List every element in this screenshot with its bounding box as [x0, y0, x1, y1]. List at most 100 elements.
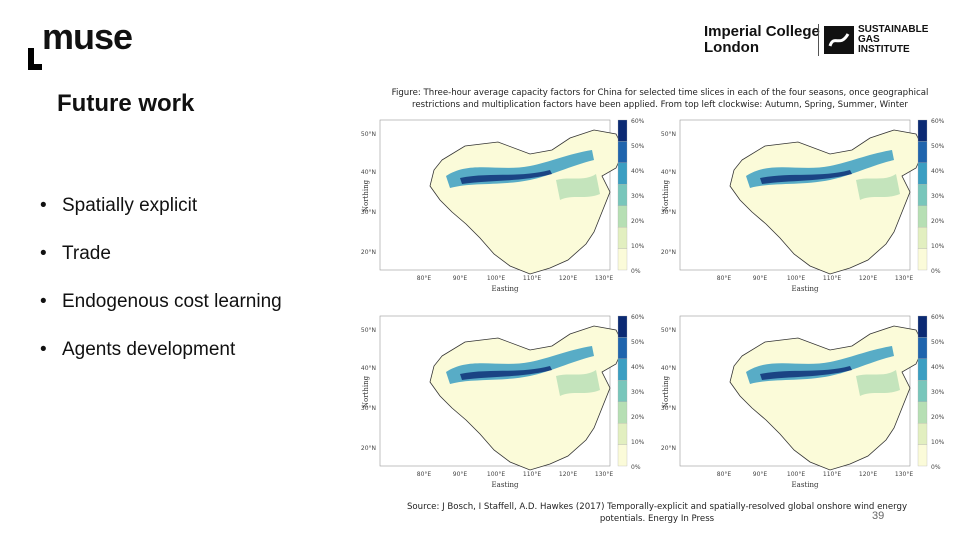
legend-swatch	[917, 358, 928, 381]
lat-tick-label: 40°N	[661, 365, 676, 372]
legend-swatch	[617, 184, 628, 206]
lon-tick-label: 90°E	[753, 471, 768, 478]
legend-tick-label: 60%	[931, 314, 945, 321]
legend-tick-label: 30%	[931, 193, 945, 200]
legend-tick-label: 40%	[931, 364, 945, 371]
lat-tick-label: 30°N	[661, 209, 676, 216]
lat-tick-label: 20°N	[361, 445, 376, 452]
legend-tick-label: 20%	[931, 414, 945, 421]
legend-swatch	[917, 248, 928, 271]
legend-swatch	[617, 380, 628, 402]
legend-tick-label: 10%	[631, 243, 645, 250]
legend-tick-label: 60%	[931, 118, 945, 125]
x-axis-label: Easting	[792, 285, 819, 293]
bullet-item: Spatially explicit	[40, 195, 282, 243]
legend-swatch	[617, 422, 628, 445]
lon-tick-label: 130°E	[595, 471, 613, 478]
legend-tick-label: 40%	[931, 168, 945, 175]
legend-swatch	[917, 315, 928, 338]
lon-tick-label: 120°E	[859, 275, 877, 282]
lon-tick-label: 130°E	[595, 275, 613, 282]
legend-tick-label: 30%	[931, 389, 945, 396]
sgi-logo-line3: INSTITUTE	[858, 44, 910, 55]
peak-wind-band	[460, 366, 552, 380]
lat-tick-label: 20°N	[361, 249, 376, 256]
legend-tick-label: 0%	[631, 464, 641, 471]
lon-tick-label: 100°E	[487, 275, 505, 282]
lon-tick-label: 110°E	[523, 471, 541, 478]
lat-tick-label: 50°N	[361, 131, 376, 138]
lon-tick-label: 90°E	[453, 471, 468, 478]
slide-title: Future work	[57, 90, 195, 117]
bullet-list: Spatially explicit Trade Endogenous cost…	[40, 195, 282, 387]
x-axis-label: Easting	[792, 481, 819, 489]
legend-tick-label: 50%	[931, 339, 945, 346]
lat-tick-label: 40°N	[661, 169, 676, 176]
legend-swatch	[917, 184, 928, 206]
legend-tick-label: 10%	[931, 439, 945, 446]
lat-tick-label: 20°N	[661, 249, 676, 256]
legend-tick-label: 10%	[931, 243, 945, 250]
lon-tick-label: 120°E	[859, 471, 877, 478]
legend-tick-label: 40%	[631, 168, 645, 175]
moderate-wind-patch	[556, 370, 600, 396]
x-axis-label: Easting	[492, 481, 519, 489]
legend-tick-label: 30%	[631, 389, 645, 396]
china-land-shape	[729, 129, 925, 275]
legend-swatch	[617, 337, 628, 360]
sgi-logo-line2: GAS	[858, 34, 880, 45]
lon-tick-label: 100°E	[787, 275, 805, 282]
legend-tick-label: 50%	[631, 143, 645, 150]
lon-tick-label: 120°E	[559, 275, 577, 282]
map-panel-summer: 50°N 40°N 30°N 20°N 80°E 90°E 100°E 110°E 120°E 1…	[660, 312, 960, 490]
lon-tick-label: 80°E	[417, 275, 432, 282]
legend-tick-label: 20%	[631, 218, 645, 225]
legend-tick-label: 20%	[631, 414, 645, 421]
imperial-logo-line1: Imperial College	[704, 23, 820, 40]
legend-tick-label: 50%	[931, 143, 945, 150]
china-land-shape	[429, 129, 625, 275]
lat-tick-label: 20°N	[661, 445, 676, 452]
sgi-flame-icon	[824, 26, 854, 54]
legend-swatch	[617, 401, 628, 424]
sgi-logo-line1: SUSTAINABLE	[858, 24, 929, 35]
lon-tick-label: 90°E	[753, 275, 768, 282]
muse-logo-mark-foot	[28, 64, 42, 70]
china-land-shape	[729, 325, 925, 471]
lon-tick-label: 130°E	[895, 471, 913, 478]
lat-tick-label: 30°N	[361, 405, 376, 412]
bullet-item: Trade	[40, 243, 282, 291]
legend-swatch	[617, 141, 628, 164]
legend-tick-label: 20%	[931, 218, 945, 225]
legend-swatch	[917, 226, 928, 249]
lat-tick-label: 50°N	[361, 327, 376, 334]
sgi-logo: SUSTAINABLE GAS INSTITUTE	[858, 25, 928, 55]
legend-tick-label: 0%	[931, 464, 941, 471]
x-axis-label: Easting	[492, 285, 519, 293]
lon-tick-label: 80°E	[717, 275, 732, 282]
y-axis-label: Northing	[362, 375, 370, 408]
legend-tick-label: 10%	[631, 439, 645, 446]
legend-swatch	[917, 401, 928, 424]
lon-tick-label: 80°E	[417, 471, 432, 478]
lon-tick-label: 100°E	[487, 471, 505, 478]
legend-swatch	[917, 162, 928, 185]
y-axis-label: Northing	[662, 375, 670, 408]
legend-swatch	[917, 205, 928, 228]
lat-tick-label: 30°N	[661, 405, 676, 412]
lat-tick-label: 50°N	[661, 131, 676, 138]
peak-wind-band	[760, 170, 852, 184]
map-panel-winter: 50°N 40°N 30°N 20°N 80°E 90°E 100°E 110°E 120°E 1…	[360, 312, 660, 490]
y-axis-label: Northing	[362, 179, 370, 212]
lat-tick-label: 30°N	[361, 209, 376, 216]
peak-wind-band	[760, 366, 852, 380]
legend-swatch	[917, 380, 928, 402]
legend-swatch	[617, 358, 628, 381]
imperial-logo-line2: London	[704, 39, 759, 56]
lon-tick-label: 80°E	[717, 471, 732, 478]
legend-tick-label: 60%	[631, 314, 645, 321]
china-land-shape	[429, 325, 625, 471]
legend-swatch	[917, 119, 928, 142]
legend-swatch	[917, 337, 928, 360]
page-number: 39	[872, 510, 885, 522]
